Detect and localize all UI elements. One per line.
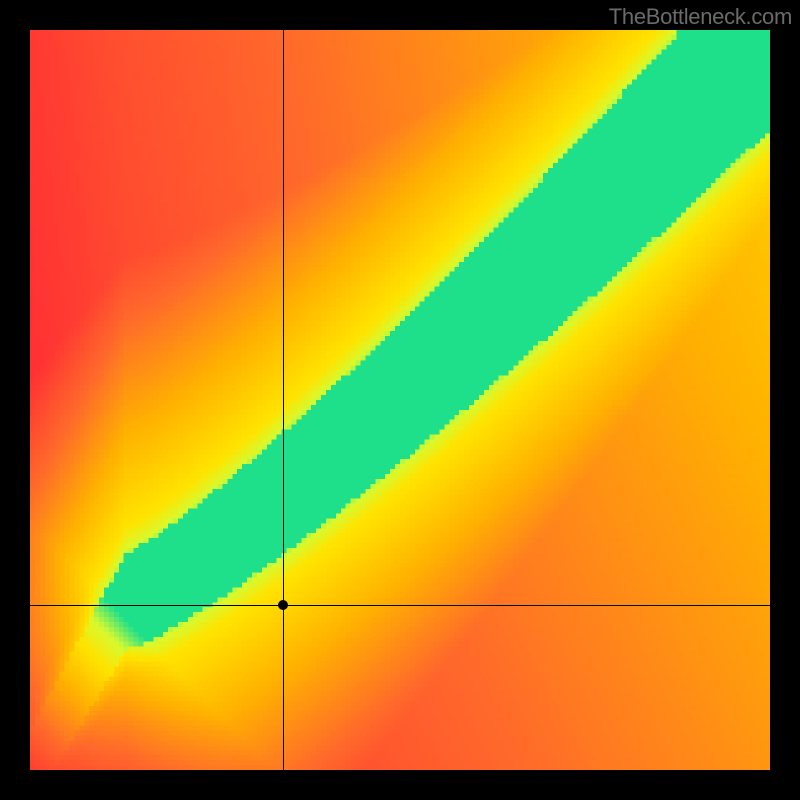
plot-area (30, 30, 770, 770)
heatmap-canvas (30, 30, 770, 770)
crosshair-marker (278, 600, 288, 610)
crosshair-horizontal (30, 605, 770, 606)
chart-container: TheBottleneck.com (0, 0, 800, 800)
crosshair-vertical (283, 30, 284, 770)
watermark-text: TheBottleneck.com (609, 0, 800, 30)
